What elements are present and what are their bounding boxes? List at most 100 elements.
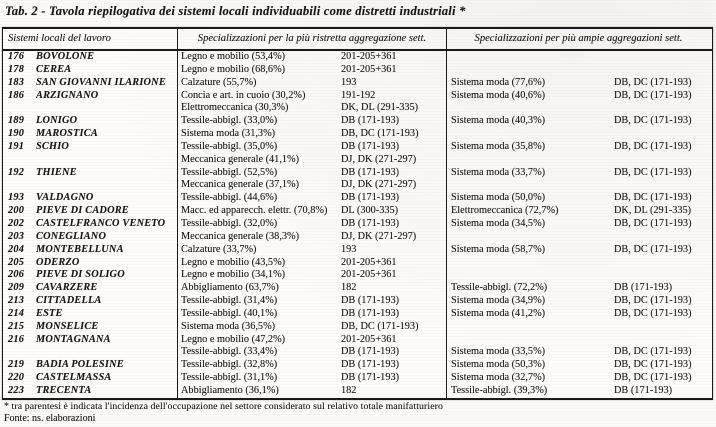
cell-narrow-codes: 191-192 <box>341 89 376 101</box>
districts-table: Sistemi locali del lavoro Specializzazio… <box>2 27 713 400</box>
cell-locale-code: 203 <box>8 230 25 242</box>
cell-narrow-codes: DB (171-193) <box>341 307 400 319</box>
cell-narrow-codes: 182 <box>341 384 357 396</box>
cell-narrow-codes: DB (171-193) <box>341 166 400 178</box>
cell-wide-sector: Elettromeccanica (72,7%) <box>446 205 612 218</box>
cell-narrow-sector: Legno e mobilio (68,6%) <box>177 63 339 77</box>
cell-narrow-sector: Sistema moda (36,5%) <box>177 320 339 334</box>
table-row: 216 MONTAGNANA Legno e mobilio (47,2%) 201-… <box>3 333 712 347</box>
cell-locale-name: MONTEBELLUNA <box>36 243 124 255</box>
table-row: 213 CITTADELLA Tessile-abbigl. (31,4%) DB (… <box>3 295 712 308</box>
cell-locale-code: 192 <box>8 166 25 178</box>
cell-wide-sector <box>446 333 612 347</box>
cell-locale-code: 186 <box>8 89 25 101</box>
cell-narrow-codes: DJ, DK (271-297) <box>341 230 417 242</box>
source-line: Fonte: ns. elaborazioni <box>4 413 96 424</box>
cell-narrow-sector: Abbigliamento (36,1%) <box>177 384 339 398</box>
cell-narrow-sector: Abbigliamento (63,7%) <box>177 282 339 296</box>
cell-locale-code: 223 <box>8 384 25 396</box>
cell-narrow-codes: DJ, DK (271-297) <box>341 153 417 165</box>
cell-narrow-sector: Legno e mobilio (53,4%) <box>177 51 339 64</box>
cell-locale-name: SAN GIOVANNI ILARIONE <box>36 76 166 88</box>
cell-locale-code: 209 <box>8 282 25 294</box>
cell-locale-name: VALDAGNO <box>36 192 94 204</box>
cell-wide-sector: Tessile-abbigl. (39,3%) <box>446 384 612 398</box>
cell-wide-codes: DB, DC (171-193) <box>614 217 692 229</box>
cell-narrow-codes: 201-205+361 <box>341 269 397 281</box>
table-row: 203 CONEGLIANO Meccanica generale (38,3%) D… <box>3 230 712 244</box>
cell-locale-name: ESTE <box>36 307 63 319</box>
cell-narrow-sector: Legno e mobilio (43,5%) <box>177 256 339 270</box>
cell-wide-codes <box>612 257 710 270</box>
cell-wide-codes <box>612 64 710 77</box>
cell-locale-code: 193 <box>8 192 25 204</box>
cell-locale-code: 215 <box>8 320 25 332</box>
cell-locale-code <box>3 154 36 167</box>
cell-narrow-codes: DB (171-193) <box>341 295 400 307</box>
cell-wide-sector: Sistema moda (50,3%) <box>446 359 612 373</box>
col-header-wide-specializations: Specializzazioni per più ampie aggregazi… <box>446 29 710 49</box>
table-row: Tessile-abbigl. (33,4%) DB (171-193) Siste… <box>3 346 712 360</box>
cell-locale-code: 219 <box>8 359 25 371</box>
cell-wide-sector <box>446 269 612 283</box>
cell-locale-name <box>36 179 177 192</box>
cell-locale-code: 200 <box>8 205 25 217</box>
cell-locale-name <box>36 102 177 115</box>
cell-wide-sector <box>446 102 612 116</box>
cell-narrow-codes: 201-205+361 <box>341 51 397 62</box>
cell-locale-code <box>3 346 36 359</box>
cell-locale-code: 176 <box>8 51 25 62</box>
table-body: 176 BOVOLONE Legno e mobilio (53,4%) 201-20… <box>3 51 712 398</box>
table-row: 215 MONSELICE Sistema moda (36,5%) DB, DC (… <box>3 320 712 334</box>
table-row: 176 BOVOLONE Legno e mobilio (53,4%) 201-20… <box>3 51 712 64</box>
cell-narrow-sector: Tessile-abbigl. (31,4%) <box>177 295 339 308</box>
cell-wide-sector: Sistema moda (40,3%) <box>446 115 612 129</box>
cell-narrow-sector: Legno e mobilio (34,1%) <box>177 269 339 283</box>
cell-wide-sector: Sistema moda (41,2%) <box>446 307 612 321</box>
cell-locale-name: CASTELMASSA <box>36 372 112 384</box>
cell-locale-name: BADIA POLESINE <box>36 359 124 371</box>
cell-locale-code: 204 <box>8 243 25 255</box>
cell-narrow-sector: Tessile-abbigl. (44,6%) <box>177 192 339 206</box>
cell-wide-sector <box>446 63 612 77</box>
table-row: 220 CASTELMASSA Tessile-abbigl. (31,1%) DB … <box>3 372 712 385</box>
cell-narrow-codes: DB (171-193) <box>341 359 400 371</box>
cell-narrow-codes: 182 <box>341 282 357 294</box>
cell-wide-sector: Sistema moda (58,7%) <box>446 243 612 257</box>
table-row: 205 ODERZO Legno e mobilio (43,5%) 201-205+… <box>3 256 712 270</box>
table-row: 192 THIENE Tessile-abbigl. (52,5%) DB (171-… <box>3 166 712 180</box>
table-row: 183 SAN GIOVANNI ILARIONE Calzature (55,7%… <box>3 76 712 90</box>
cell-wide-codes: DB, DC (171-193) <box>614 76 692 88</box>
cell-locale-name: CEREA <box>36 63 72 75</box>
table-row: 223 TRECENTA Abbigliamento (36,1%) 182 Tessi… <box>3 384 712 398</box>
cell-narrow-codes: DB (171-193) <box>341 115 400 127</box>
cell-locale-code: 220 <box>8 372 25 384</box>
cell-narrow-sector: Elettromeccanica (30,3%) <box>177 102 339 116</box>
cell-wide-sector <box>446 179 612 193</box>
cell-locale-code: 202 <box>8 217 25 229</box>
cell-narrow-codes: DK, DL (291-335) <box>341 102 419 114</box>
table-header-row: Sistemi locali del lavoro Specializzazio… <box>3 29 712 51</box>
cell-wide-codes: DB, DC (171-193) <box>614 166 692 178</box>
cell-narrow-sector: Tessile-abbigl. (32,0%) <box>177 217 339 231</box>
cell-locale-name: PIEVE DI SOLIGO <box>36 269 125 281</box>
cell-narrow-sector: Meccanica generale (37,1%) <box>177 179 339 193</box>
cell-locale-code: 191 <box>8 140 25 152</box>
cell-wide-codes: DK, DL (291-335) <box>614 205 692 217</box>
cell-wide-sector: Sistema moda (32,7%) <box>446 372 612 385</box>
cell-wide-codes: DB, DC (171-193) <box>614 192 692 204</box>
cell-wide-codes: DB, DC (171-193) <box>614 295 692 307</box>
cell-narrow-codes: DB (171-193) <box>341 346 400 358</box>
table-row: 200 PIEVE DI CADORE Macc. ed apparecch. el… <box>3 205 712 218</box>
cell-locale-code: 190 <box>8 128 25 140</box>
cell-narrow-codes: DB, DC (171-193) <box>341 128 419 140</box>
cell-narrow-codes: DB (171-193) <box>341 140 400 152</box>
cell-wide-sector: Sistema moda (33,7%) <box>446 166 612 180</box>
cell-wide-sector <box>446 230 612 244</box>
cell-narrow-sector: Tessile-abbigl. (35,0%) <box>177 140 339 154</box>
cell-locale-name: LONIGO <box>36 115 78 127</box>
cell-wide-codes: DB, DC (171-193) <box>614 89 692 101</box>
cell-locale-name: MAROSTICA <box>36 128 98 140</box>
cell-wide-sector <box>446 153 612 167</box>
cell-wide-sector: Sistema moda (35,8%) <box>446 140 612 154</box>
